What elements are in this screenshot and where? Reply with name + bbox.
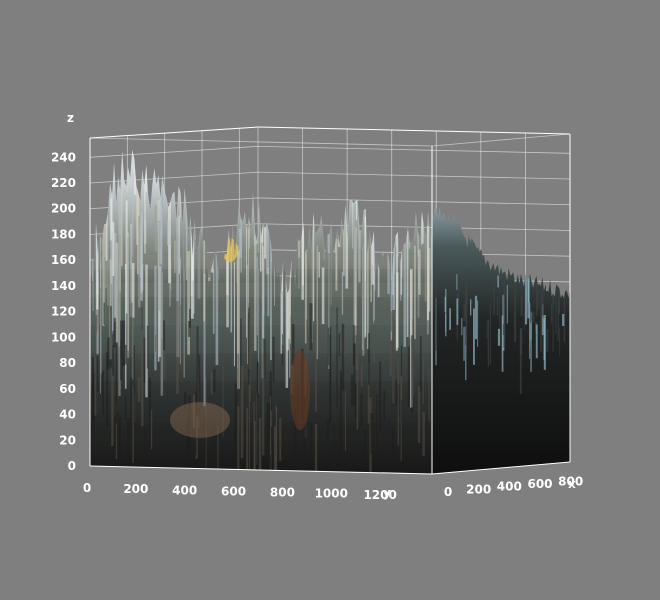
y-tick-label: 400 [172, 483, 197, 497]
box-edge [89, 126, 259, 139]
z-axis-label: z [67, 111, 74, 125]
y-tick-label: 1200 [363, 488, 396, 502]
y-tick-label: 800 [270, 486, 295, 500]
z-tick-label: 220 [51, 176, 76, 190]
z-tick-label: 60 [59, 382, 76, 396]
z-axis-ticks: 0 20 40 60 80 100 120 140 160 180 200 220 240 [51, 150, 76, 473]
z-tick-label: 80 [59, 356, 76, 370]
grid-line [89, 171, 259, 184]
y-axis-label: y [383, 486, 391, 500]
y-axis-ticks: 0 200 400 600 800 1000 1200 [83, 481, 397, 502]
x-tick-label: 200 [466, 482, 491, 496]
y-tick-label: 200 [123, 482, 148, 496]
z-tick-label: 0 [68, 459, 76, 473]
grid-line [89, 145, 259, 158]
surface [90, 146, 570, 475]
z-tick-label: 20 [59, 433, 76, 447]
box-edge [431, 133, 571, 147]
x-tick-label: 800 [558, 474, 583, 488]
y-tick-label: 1000 [315, 487, 348, 501]
grid-line [257, 145, 571, 154]
grid-line [257, 223, 571, 231]
box-edge [89, 137, 433, 147]
box-edge [89, 465, 433, 475]
surface-front-face [90, 149, 432, 475]
surface-side-face [432, 203, 570, 474]
z-tick-label: 240 [51, 150, 76, 164]
x-tick-label: 0 [444, 485, 452, 499]
y-tick-label: 0 [83, 481, 91, 495]
z-tick-label: 200 [51, 202, 76, 216]
z-tick-label: 160 [51, 253, 76, 267]
bounding-box [89, 126, 571, 475]
grid-line [257, 197, 571, 206]
z-tick-label: 120 [51, 305, 76, 319]
z-tick-label: 40 [59, 408, 76, 422]
z-tick-label: 180 [51, 227, 76, 241]
box-edge [257, 126, 571, 135]
y-tick-label: 600 [221, 484, 246, 498]
x-axis-ticks: 0 200 400 600 800 [444, 474, 583, 499]
z-tick-label: 100 [51, 330, 76, 344]
x-tick-label: 400 [497, 480, 522, 494]
box-edge [431, 461, 571, 475]
x-axis-label: x [568, 477, 576, 491]
z-tick-label: 140 [51, 279, 76, 293]
grid-line [257, 171, 571, 180]
x-tick-label: 600 [527, 477, 552, 491]
